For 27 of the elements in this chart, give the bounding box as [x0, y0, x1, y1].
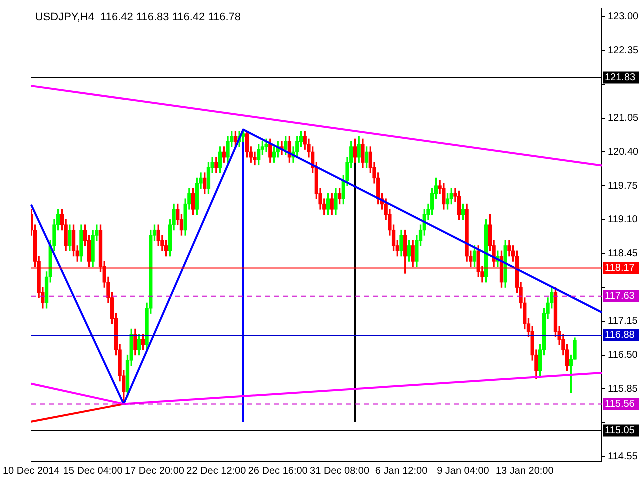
y-tick-label: 117.15 [608, 316, 638, 328]
y-tick-label: 120.40 [608, 146, 640, 158]
ref-line-label: 118.17 [605, 263, 636, 274]
y-tick-label: 114.55 [608, 452, 638, 463]
ref-line-label: 117.63 [605, 291, 636, 302]
x-tick-label: 10 Dec 2014 [2, 466, 60, 477]
chart-title: USDJPY,H4 116.42 116.83 116.42 116.78 [35, 12, 242, 24]
x-tick-label: 15 Dec 04:00 [63, 466, 124, 477]
y-tick-label: 121.05 [608, 113, 640, 124]
y-tick-label: 123.00 [608, 12, 640, 23]
x-tick-label: 13 Jan 20:00 [496, 466, 554, 477]
y-tick-label: 122.35 [608, 45, 640, 56]
x-tick-label: 22 Dec 12:00 [186, 466, 247, 477]
ref-line-label: 116.88 [605, 330, 636, 342]
x-tick-label: 31 Dec 08:00 [310, 466, 370, 477]
x-tick-label: 9 Jan 04:00 [437, 466, 490, 477]
x-tick-label: 6 Jan 12:00 [375, 466, 428, 477]
y-tick-label: 116.50 [608, 350, 638, 362]
ref-line-label: 115.56 [605, 398, 636, 410]
y-tick-label: 119.75 [608, 180, 638, 192]
x-tick-label: 17 Dec 20:00 [124, 466, 185, 477]
x-tick-label: 26 Dec 16:00 [248, 466, 308, 477]
ref-line-label: 121.83 [605, 72, 636, 84]
y-tick-label: 119.10 [608, 214, 638, 226]
y-tick-label: 115.85 [608, 384, 638, 395]
ref-line-label: 115.05 [605, 426, 636, 437]
y-tick-label: 118.45 [608, 248, 638, 260]
